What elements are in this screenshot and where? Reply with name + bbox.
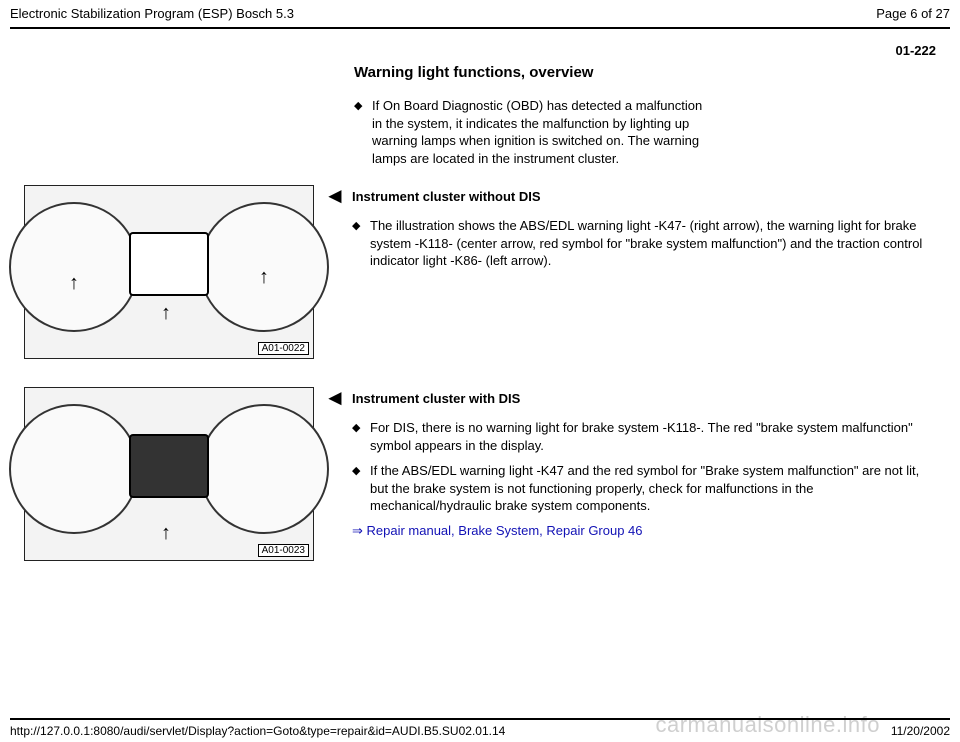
figure-image-1: ↑ ↑ ↑ A01-0022: [24, 185, 314, 359]
page-header: Electronic Stabilization Program (ESP) B…: [0, 0, 960, 25]
footer-url: http://127.0.0.1:8080/audi/servlet/Displ…: [10, 724, 505, 738]
arrow-center-icon: ↑: [161, 302, 171, 325]
figure-text-1: ◄ Instrument cluster without DIS ◆ The i…: [324, 185, 936, 359]
arrow-left-icon: ↑: [69, 272, 79, 295]
figure-title-2: Instrument cluster with DIS: [352, 387, 520, 409]
intro-text: If On Board Diagnostic (OBD) has detecte…: [372, 97, 714, 167]
arrow-center-icon: ↑: [161, 522, 171, 545]
gauge-left-icon: [9, 202, 139, 332]
bullet-icon: ◆: [352, 217, 370, 270]
figure-image-2: ↑ A01-0023: [24, 387, 314, 561]
figure-title-1: Instrument cluster without DIS: [352, 185, 541, 207]
intro-bullet: ◆ If On Board Diagnostic (OBD) has detec…: [354, 97, 714, 167]
figure-block-1: ↑ ↑ ↑ A01-0022 ◄ Instrument cluster with…: [24, 185, 936, 359]
section-title: Warning light functions, overview: [354, 64, 936, 81]
gauge-left-icon: [9, 404, 139, 534]
figure-title-row-2: ◄ Instrument cluster with DIS: [324, 387, 936, 409]
figure-block-2: ↑ A01-0023 ◄ Instrument cluster with DIS…: [24, 387, 936, 561]
bullet-icon: ◆: [352, 462, 370, 515]
fig2-bullet1-text: For DIS, there is no warning light for b…: [370, 419, 936, 454]
figure-label-1: A01-0022: [258, 342, 309, 355]
bullet-icon: ◆: [352, 419, 370, 454]
dis-panel-icon: [129, 434, 209, 498]
fig2-bullet-1: ◆ For DIS, there is no warning light for…: [352, 419, 936, 454]
fig1-bullet-text: The illustration shows the ABS/EDL warni…: [370, 217, 936, 270]
footer-rule: [10, 718, 950, 720]
intro-block: ◆ If On Board Diagnostic (OBD) has detec…: [354, 97, 714, 167]
lead-arrow-icon: ◄: [324, 387, 352, 409]
fig1-bullet: ◆ The illustration shows the ABS/EDL war…: [352, 217, 936, 270]
lead-arrow-icon: ◄: [324, 185, 352, 207]
figure-text-2: ◄ Instrument cluster with DIS ◆ For DIS,…: [324, 387, 936, 561]
gauge-right-icon: [199, 404, 329, 534]
fig2-bullet2-text: If the ABS/EDL warning light -K47 and th…: [370, 462, 936, 515]
content-area: Warning light functions, overview ◆ If O…: [0, 58, 960, 561]
repair-manual-link[interactable]: ⇒ Repair manual, Brake System, Repair Gr…: [352, 523, 936, 539]
footer-date: 11/20/2002: [891, 724, 950, 738]
figure-paras-2: ◆ For DIS, there is no warning light for…: [352, 419, 936, 515]
figure-paras-1: ◆ The illustration shows the ABS/EDL war…: [352, 217, 936, 270]
bullet-icon: ◆: [354, 97, 372, 167]
doc-title: Electronic Stabilization Program (ESP) B…: [10, 6, 294, 21]
fig2-bullet-2: ◆ If the ABS/EDL warning light -K47 and …: [352, 462, 936, 515]
figure-label-2: A01-0023: [258, 544, 309, 557]
page-footer: http://127.0.0.1:8080/audi/servlet/Displ…: [10, 724, 950, 738]
page-code: 01-222: [0, 29, 960, 58]
arrow-right-icon: ↑: [259, 266, 269, 289]
page-number: Page 6 of 27: [876, 6, 950, 21]
center-panel-icon: [129, 232, 209, 296]
figure-title-row-1: ◄ Instrument cluster without DIS: [324, 185, 936, 207]
